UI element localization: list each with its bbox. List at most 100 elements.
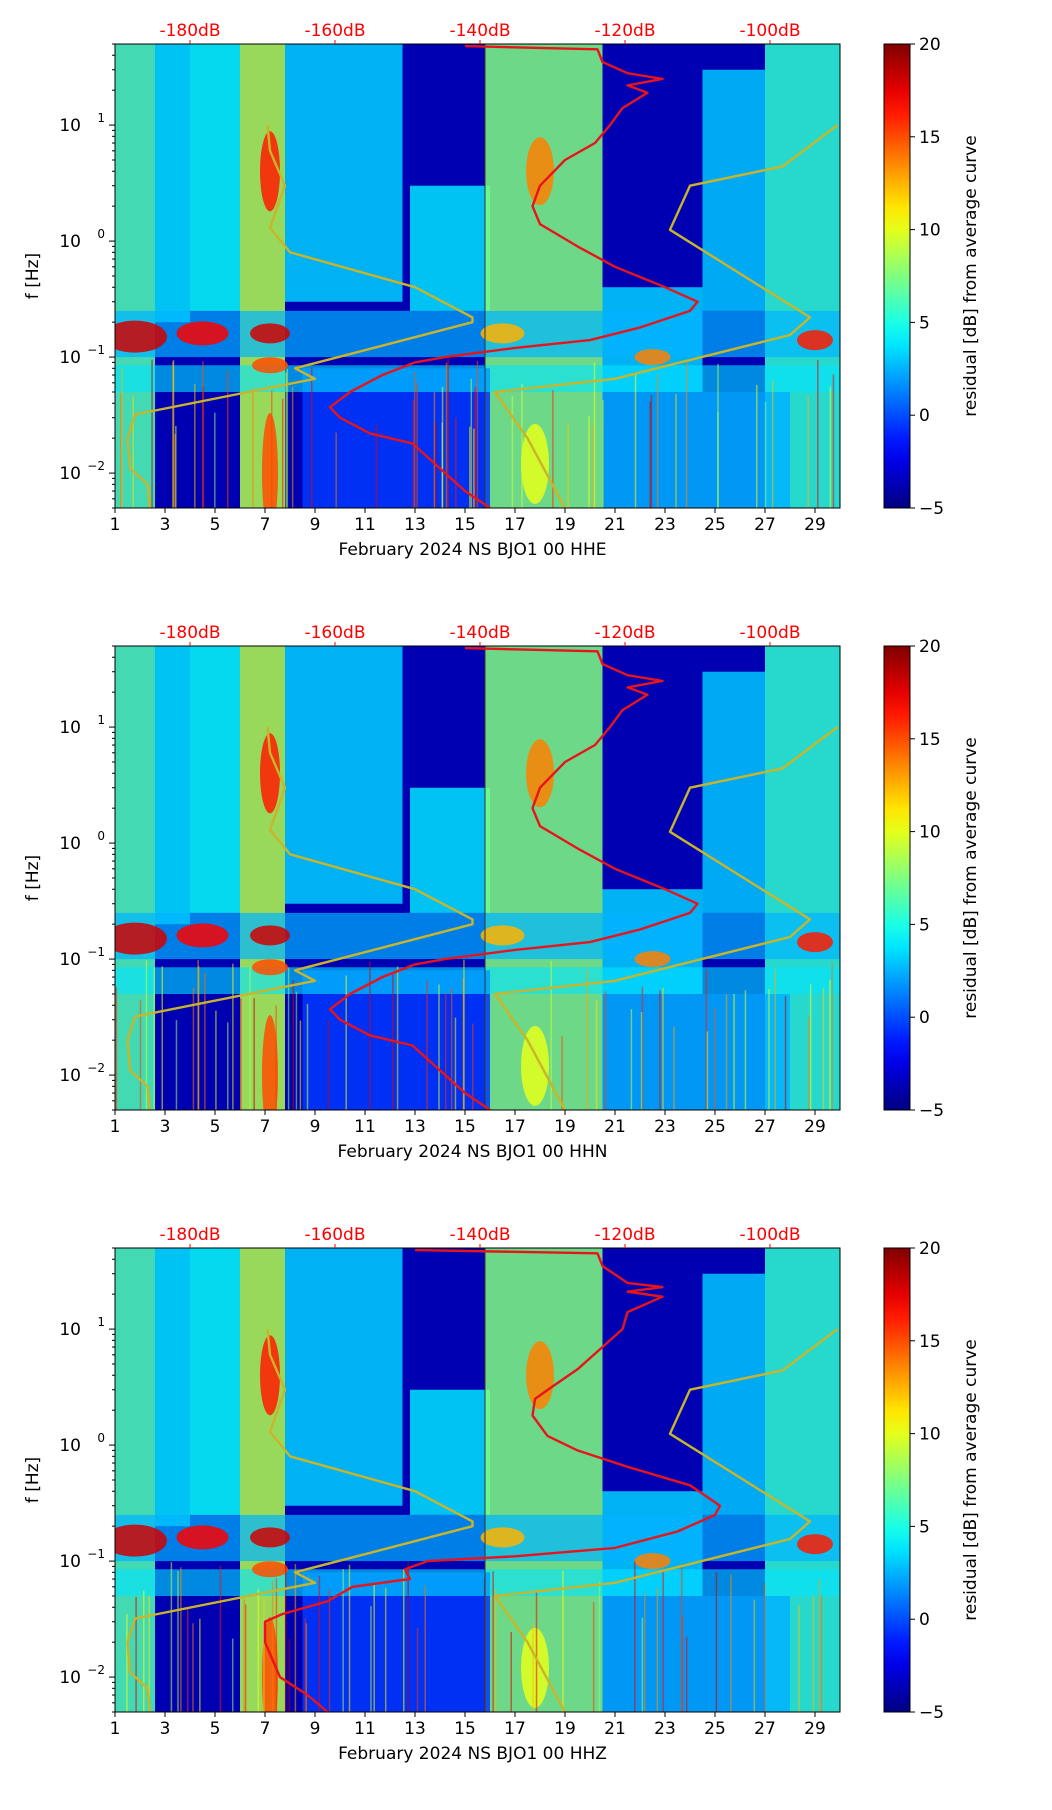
heatmap-streak bbox=[733, 993, 735, 1110]
heatmap-streak bbox=[151, 359, 153, 508]
heatmap-streak bbox=[227, 1022, 229, 1110]
heatmap-hotspot bbox=[250, 1527, 290, 1548]
heatmap-hotspot bbox=[115, 922, 167, 955]
heatmap-streak bbox=[641, 986, 644, 1110]
heatmap-streak bbox=[822, 988, 825, 1110]
y-tick-base: 10 bbox=[59, 232, 81, 252]
x-tick-label: 17 bbox=[504, 515, 526, 535]
heatmap-streak bbox=[675, 393, 677, 508]
heatmap-streak bbox=[717, 363, 719, 508]
heatmap-streak bbox=[197, 959, 199, 1110]
db-label: -120dB bbox=[594, 1225, 655, 1245]
heatmap-streak bbox=[630, 1009, 633, 1110]
heatmap-streak bbox=[656, 374, 659, 508]
curve-nhnm bbox=[493, 726, 839, 1110]
heatmap-streak bbox=[511, 395, 514, 508]
y-axis: 10 −2 10 −1 10 0 10 1 bbox=[59, 1247, 115, 1713]
heatmap-streak bbox=[285, 372, 287, 508]
heatmap-hotspot bbox=[526, 1341, 554, 1410]
heatmap-streak bbox=[139, 1000, 142, 1110]
heatmap-hotspot bbox=[115, 320, 167, 353]
x-tick-label: 17 bbox=[504, 1117, 526, 1137]
y-tick-exponent: 1 bbox=[97, 713, 105, 727]
heatmap-band bbox=[485, 44, 603, 508]
heatmap-streak bbox=[476, 361, 479, 508]
microseism-band bbox=[115, 912, 840, 960]
heatmap-streak bbox=[288, 1638, 291, 1712]
x-tick-label: 21 bbox=[604, 515, 626, 535]
curve-nlnm bbox=[126, 124, 474, 508]
colorbar-gradient bbox=[883, 1247, 911, 1713]
y-axis-label: f [Hz] bbox=[23, 855, 43, 901]
curve-nhnm bbox=[493, 124, 839, 508]
heatmap-streak bbox=[132, 396, 134, 508]
heatmap-streak bbox=[685, 1636, 688, 1712]
heatmap-streak bbox=[634, 1561, 636, 1712]
heatmap-streak bbox=[342, 1569, 344, 1712]
heatmap-hotspot bbox=[521, 1025, 549, 1106]
heatmap-band bbox=[602, 994, 790, 1110]
x-axis-label: February 2024 NS BJO1 00 HHN bbox=[338, 1142, 608, 1162]
y-tick-base: 10 bbox=[59, 1066, 81, 1086]
heatmap-band bbox=[115, 1248, 155, 1712]
heatmap-streak bbox=[561, 1036, 563, 1110]
heatmap-band bbox=[410, 1389, 490, 1515]
x-tick-label: 5 bbox=[210, 1719, 221, 1739]
heatmap-streak bbox=[180, 1567, 182, 1712]
heatmap-streak bbox=[345, 975, 347, 1110]
heatmap-hotspot bbox=[480, 323, 525, 344]
x-tick-label: 13 bbox=[404, 1117, 426, 1137]
x-axis: 1 3 5 7 9 11 13 15 17 19 21 23 25 27 29 bbox=[110, 1110, 826, 1137]
x-tick-label: 23 bbox=[654, 1719, 676, 1739]
heatmap-streak bbox=[121, 368, 123, 508]
heatmap-streak bbox=[598, 1581, 601, 1712]
heatmap-streak bbox=[662, 987, 664, 1110]
heatmap-hotspot bbox=[262, 1015, 278, 1110]
heatmap-streak bbox=[416, 382, 418, 508]
heatmap-streak bbox=[472, 1023, 474, 1110]
heatmap-streak bbox=[396, 966, 399, 1110]
heatmap-band bbox=[155, 44, 190, 323]
db-label: -140dB bbox=[449, 623, 510, 643]
y-tick-exponent: 1 bbox=[97, 1315, 105, 1329]
heatmap-streak bbox=[567, 423, 569, 508]
heatmap-hotspot bbox=[252, 1561, 288, 1578]
heatmap-streak bbox=[798, 1605, 800, 1712]
heatmap-hotspot bbox=[480, 1527, 525, 1548]
colorbar-tick-label: −5 bbox=[919, 1101, 944, 1121]
heatmap-streak bbox=[291, 386, 294, 508]
heatmap-streak bbox=[240, 998, 242, 1110]
heatmap-streak bbox=[521, 383, 523, 508]
y-tick-base: 10 bbox=[59, 1436, 81, 1456]
heatmap-streak bbox=[175, 425, 177, 508]
x-tick-label: 5 bbox=[210, 515, 221, 535]
heatmap-hotspot bbox=[260, 131, 280, 212]
x-tick-label: 7 bbox=[260, 1117, 271, 1137]
heatmap-streak bbox=[640, 1011, 643, 1110]
x-tick-label: 13 bbox=[404, 515, 426, 535]
heatmap-streak bbox=[725, 994, 728, 1110]
y-axis: 10 −2 10 −1 10 0 10 1 bbox=[59, 645, 115, 1111]
heatmap-streak bbox=[271, 1580, 274, 1712]
top-db-axis: -180dB -160dB -140dB -120dB -100dB bbox=[159, 623, 801, 646]
heatmap-streak bbox=[115, 987, 118, 1110]
y-tick-exponent: 0 bbox=[97, 227, 105, 241]
db-label: -180dB bbox=[159, 21, 220, 41]
heatmap-streak bbox=[455, 417, 457, 508]
heatmap-hotspot bbox=[176, 923, 229, 948]
heatmap-streak bbox=[753, 1599, 756, 1712]
y-tick-exponent: −2 bbox=[87, 1663, 105, 1677]
y-tick-base: 10 bbox=[59, 950, 81, 970]
heatmap-hotspot bbox=[250, 323, 290, 344]
heatmap-streak bbox=[172, 360, 175, 508]
heatmap-streak bbox=[588, 416, 590, 508]
heatmap-streak bbox=[831, 962, 833, 1110]
secondary-band bbox=[115, 1569, 840, 1596]
colorbar-tick-label: 5 bbox=[919, 313, 930, 333]
heatmap-streak bbox=[275, 1005, 277, 1110]
heatmap-hotspot bbox=[797, 1534, 833, 1555]
y-tick-exponent: 0 bbox=[97, 829, 105, 843]
x-tick-label: 23 bbox=[654, 1117, 676, 1137]
x-tick-label: 27 bbox=[754, 1117, 776, 1137]
heatmap-streak bbox=[153, 967, 156, 1110]
